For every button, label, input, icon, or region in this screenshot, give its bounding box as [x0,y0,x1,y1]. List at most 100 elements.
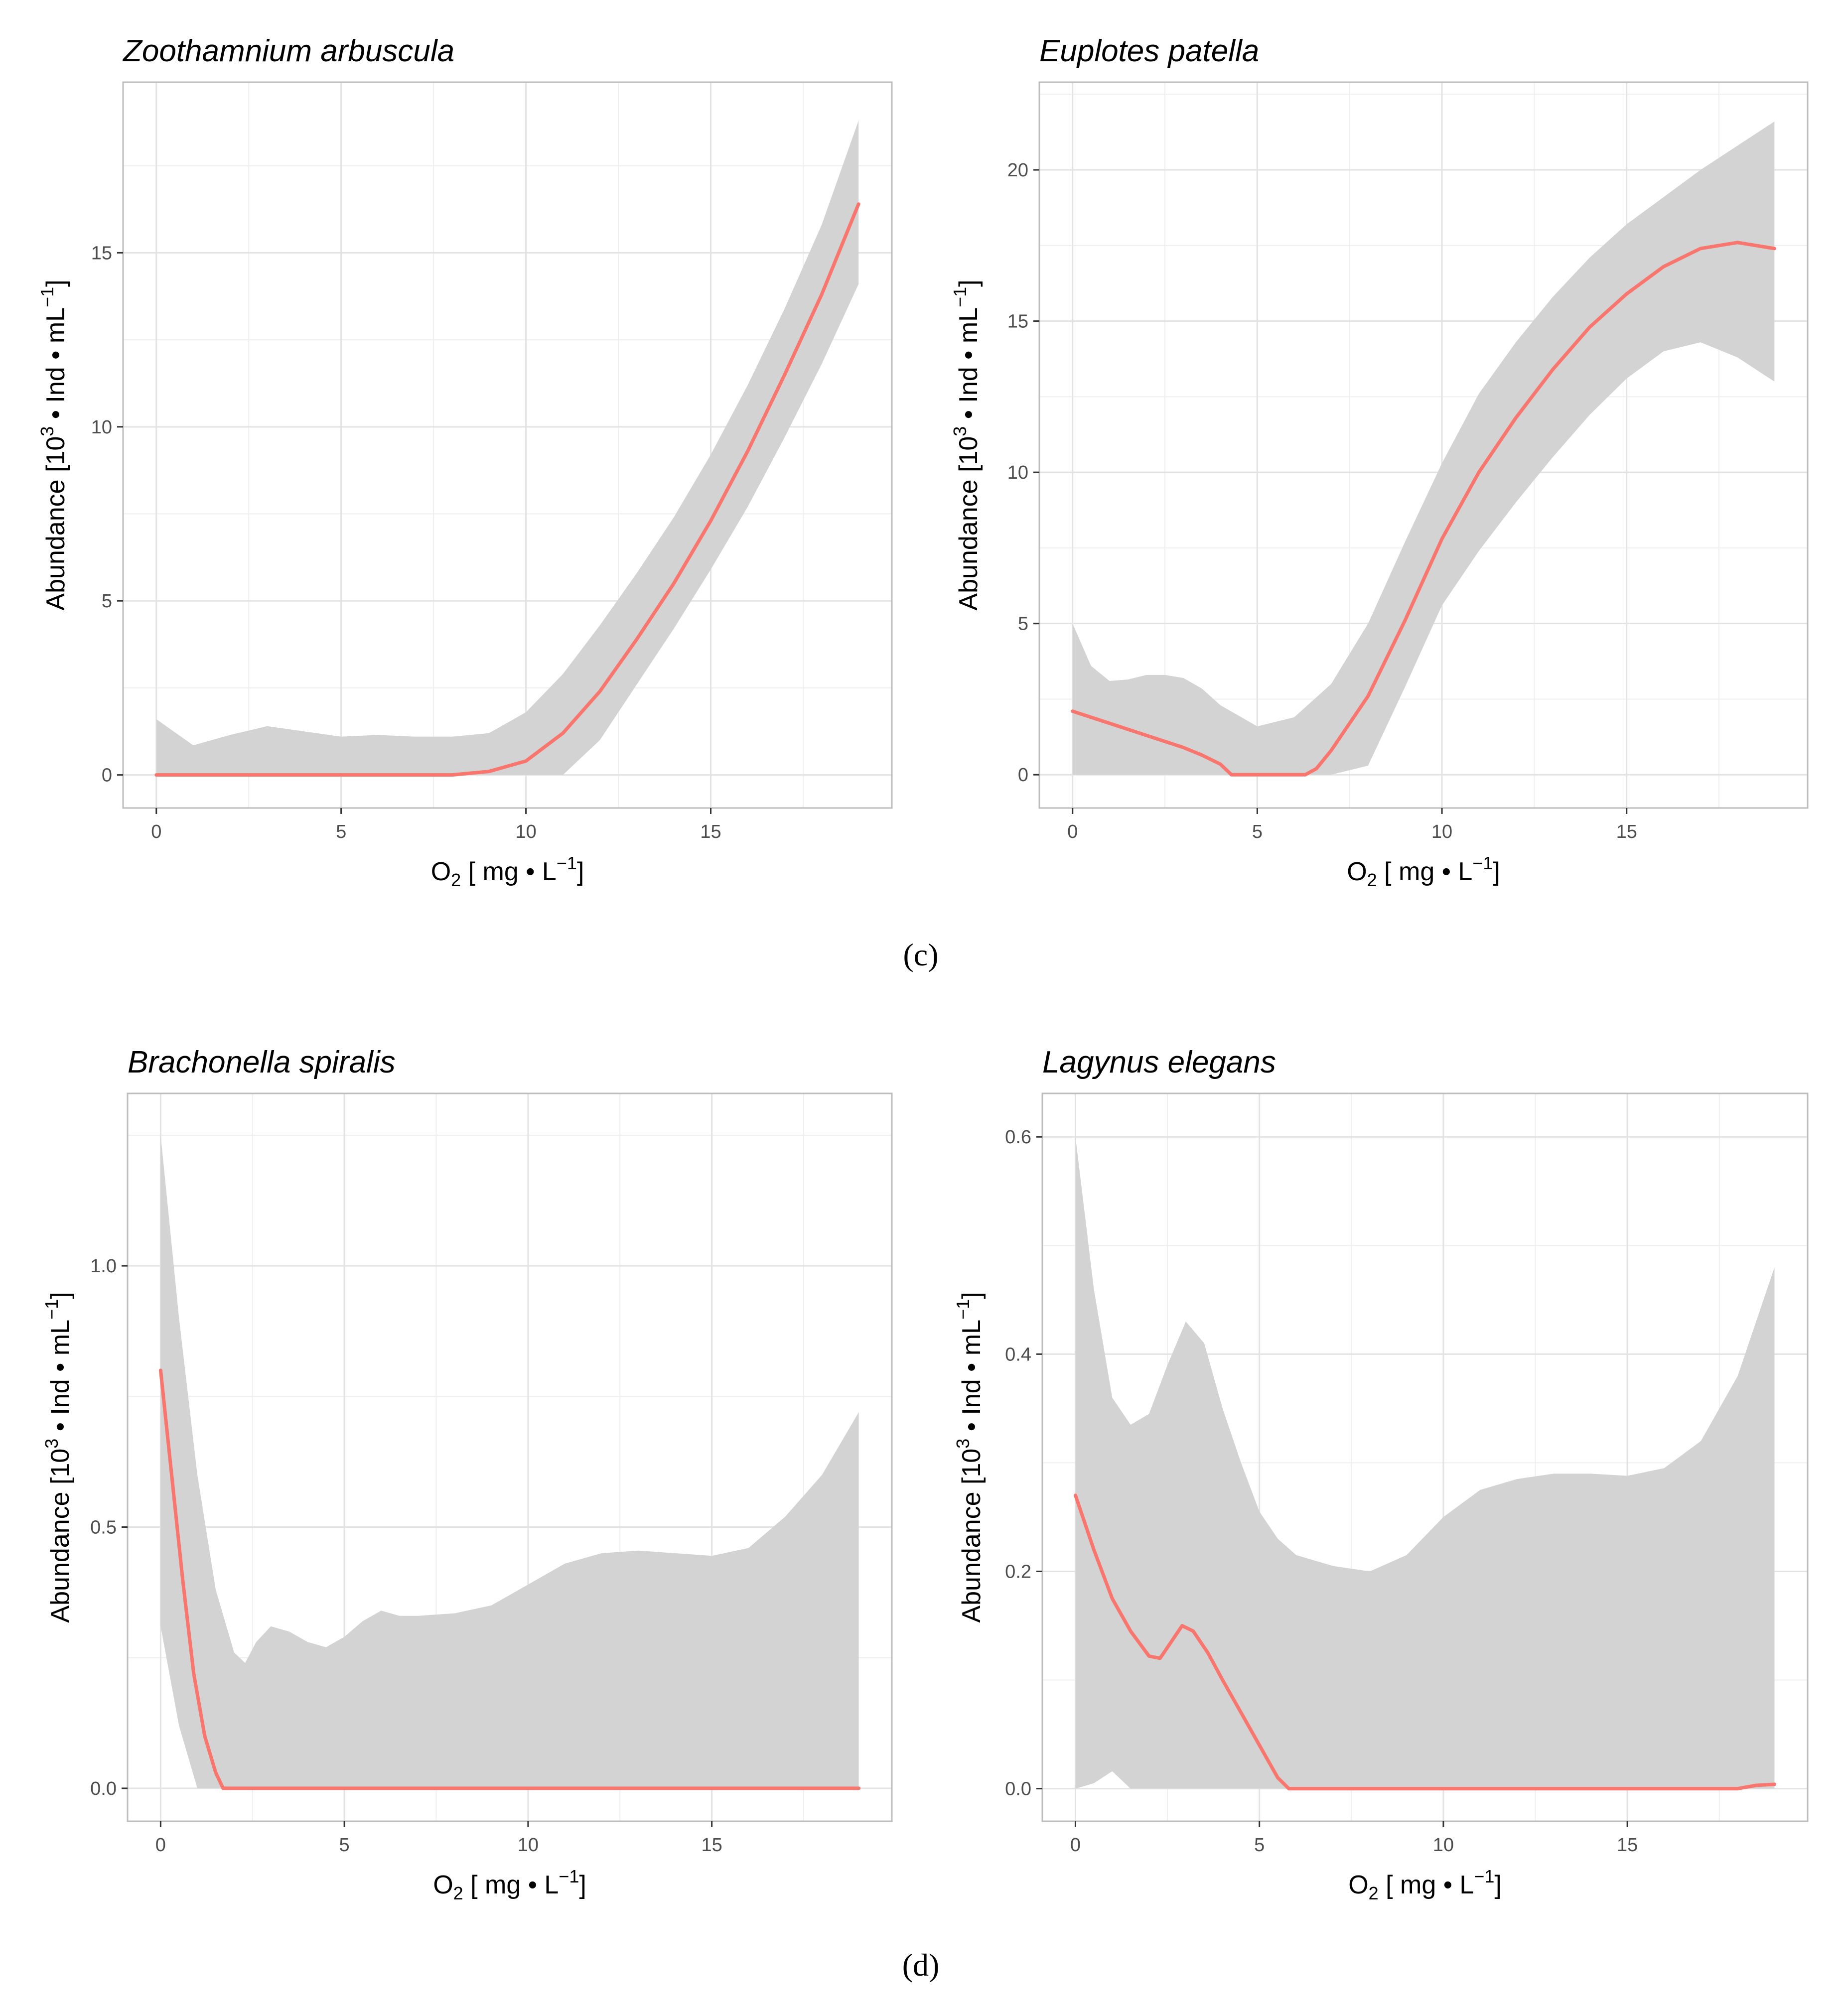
y-axis-label-superscript-2: −1 [953,1299,973,1320]
y-tick-label: 0.5 [90,1517,117,1538]
y-axis-label-superscript-1: 3 [41,1439,62,1449]
plot-frame [1038,81,1809,809]
x-axis-label-end: ] [577,857,584,886]
chart-panel-2: 0 5 10 15 0 5 10 15 20 Euplotes patella O2 [ mg • … [950,34,1809,890]
y-axis-label-superscript-1: 3 [953,1439,973,1449]
y-tick-label: 0.6 [1005,1127,1031,1148]
y-axis-label-end: ] [46,1292,75,1299]
x-axis-label-superscript: −1 [1472,853,1493,873]
x-axis-label: O2 [ mg • L−1] [433,1866,586,1903]
chart-panel-4: 0 5 10 15 0.0 0.2 0.4 0.6 Lagynus elegans O2 [ mg… [953,1045,1809,1903]
x-axis-label-subscript: 2 [453,1883,463,1903]
x-tick-label: 15 [1617,1835,1638,1856]
confidence-band [1072,121,1775,775]
x-tick-label: 15 [700,821,721,842]
y-tick-label: 0.2 [1005,1561,1031,1582]
y-axis-label-units: • Ind • mL [46,1320,75,1439]
y-axis-label: Abundance [103 • Ind • mL−1] [950,279,983,610]
y-tick-label: 0.4 [1005,1344,1031,1365]
x-axis-label-units: [ mg • L [1379,1871,1474,1899]
y-tick-label: 10 [91,417,112,438]
x-tick-label: 5 [1252,821,1263,842]
confidence-band [160,1135,859,1788]
fitted-line [154,202,860,777]
y-axis-label-units: • Ind • mL [954,307,983,426]
x-axis-label-main: O [1347,857,1367,886]
y-tick-label: 15 [1007,311,1028,332]
fitted-line [1071,241,1776,777]
y-tick-label: 20 [1007,160,1028,181]
y-tick-label: 0 [102,765,112,786]
x-tick-label: 10 [515,821,536,842]
y-axis-label: Abundance [103 • Ind • mL−1] [953,1292,986,1622]
y-axis-label-superscript-1: 3 [37,426,57,436]
x-axis-label-main: O [431,857,451,886]
x-tick-label: 0 [155,1835,166,1856]
x-axis-label-end: ] [1494,1871,1501,1899]
x-axis-label-units: [ mg • L [1377,857,1473,886]
y-axis-label-main: Abundance [10 [957,1449,986,1623]
fitted-line [1074,1493,1776,1791]
y-tick-label: 0 [1018,765,1028,786]
x-tick-label: 0 [151,821,161,842]
x-axis-label-units: [ mg • L [461,857,557,886]
x-axis-label-end: ] [579,1871,586,1899]
x-tick-label: 5 [1254,1835,1265,1856]
y-tick-label: 0.0 [1005,1779,1031,1800]
y-axis-label-units: • Ind • mL [957,1320,986,1439]
chart-title: Euplotes patella [1039,34,1259,68]
y-axis-label-main: Abundance [10 [954,436,983,611]
x-tick-label: 0 [1070,1835,1081,1856]
y-axis-label-units: • Ind • mL [41,307,70,426]
y-axis-label-superscript-2: −1 [41,1299,62,1320]
panel-label-d: (d) [902,1947,940,1983]
x-tick-label: 15 [701,1835,722,1856]
y-axis-label-end: ] [41,279,70,286]
x-axis-label-superscript: −1 [557,853,577,873]
chart-title: Brachonella spiralis [128,1045,396,1079]
x-axis-label-main: O [1348,1871,1368,1899]
y-tick-label: 1.0 [90,1256,117,1277]
y-axis-label: Abundance [103 • Ind • mL−1] [37,279,70,610]
y-tick-label: 5 [1018,614,1028,635]
x-axis-label-subscript: 2 [1367,870,1377,890]
x-axis-label-end: ] [1493,857,1500,886]
y-axis-label-end: ] [957,1292,986,1299]
x-tick-label: 10 [518,1835,539,1856]
x-axis-label-subscript: 2 [451,870,461,890]
chart-panel-1: 0 5 10 15 0 5 10 15 Zoothamnium arbuscula O2 [ mg… [37,34,893,890]
y-tick-label: 5 [102,591,112,612]
confidence-band [1075,1137,1775,1789]
y-axis-label-main: Abundance [10 [46,1449,75,1623]
chart-panel-3: 0 5 10 15 0.0 0.5 1.0 Brachonella spiralis O2 [ … [41,1045,893,1903]
x-axis-label-superscript: −1 [559,1866,579,1886]
y-tick-label: 0.0 [90,1778,117,1799]
x-axis-label: O2 [ mg • L−1] [1347,853,1500,890]
x-axis-label-units: [ mg • L [463,1871,559,1899]
x-tick-label: 15 [1616,821,1637,842]
plot-frame [1041,1092,1809,1822]
y-tick-label: 10 [1007,462,1028,483]
x-axis-label-subscript: 2 [1369,1883,1379,1903]
y-axis-label-superscript-2: −1 [37,287,57,307]
x-tick-label: 5 [336,821,346,842]
x-axis-label-main: O [433,1871,453,1899]
x-axis-label: O2 [ mg • L−1] [1348,1866,1502,1903]
x-axis-label: O2 [ mg • L−1] [431,853,584,890]
y-axis-label-end: ] [954,279,983,286]
y-axis-label-main: Abundance [10 [41,436,70,611]
x-axis-label-superscript: −1 [1474,1866,1494,1886]
x-tick-label: 5 [339,1835,350,1856]
confidence-band [156,120,859,775]
y-tick-label: 15 [91,243,112,264]
plot-frame [127,1092,893,1822]
y-axis-label: Abundance [103 • Ind • mL−1] [41,1292,75,1622]
fitted-line [158,1368,861,1790]
chart-title: Zoothamnium arbuscula [122,34,454,68]
y-axis-label-superscript-1: 3 [950,426,970,436]
plot-frame [122,81,893,809]
y-axis-label-superscript-2: −1 [950,287,970,307]
chart-title: Lagynus elegans [1042,1045,1276,1079]
x-tick-label: 10 [1433,1835,1454,1856]
